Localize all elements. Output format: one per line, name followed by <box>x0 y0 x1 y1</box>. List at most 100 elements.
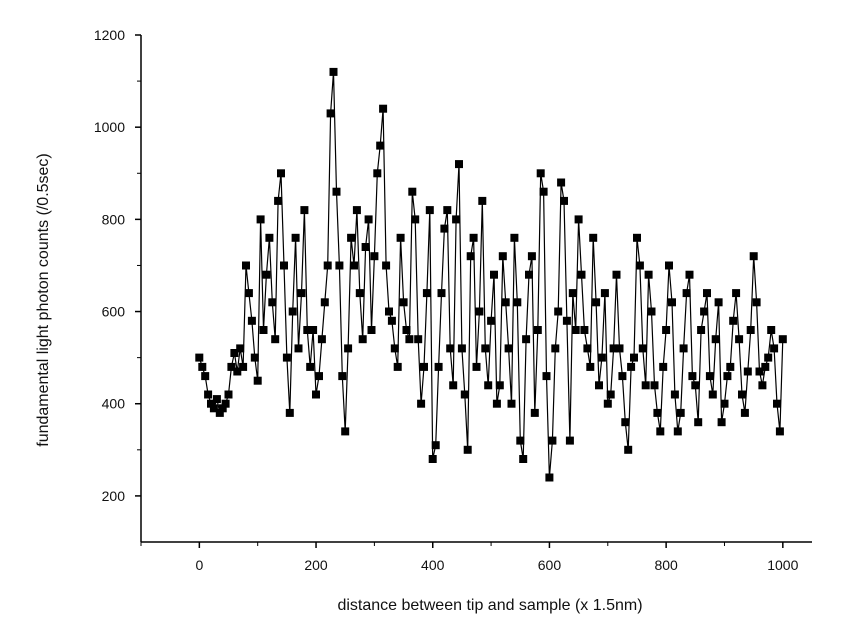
data-point <box>303 326 312 334</box>
data-point <box>195 353 204 362</box>
data-point <box>519 455 528 463</box>
y-tick-label: 400 <box>102 396 126 412</box>
data-point <box>635 261 644 270</box>
data-point <box>735 335 744 344</box>
data-point <box>644 270 653 279</box>
data-point <box>723 372 732 381</box>
data-point <box>767 326 776 334</box>
data-point <box>536 169 545 178</box>
data-point <box>431 441 440 450</box>
data-point <box>250 353 259 362</box>
data-point <box>603 399 612 408</box>
data-point <box>542 372 551 381</box>
data-point <box>387 316 396 325</box>
series-points-layer <box>195 67 787 482</box>
data-point <box>726 362 735 371</box>
data-point <box>449 381 458 390</box>
data-point <box>469 233 478 242</box>
data-point <box>355 289 364 298</box>
data-point <box>484 381 493 390</box>
data-point <box>297 289 306 298</box>
data-point <box>382 261 391 270</box>
data-point <box>332 187 341 196</box>
data-point <box>551 344 560 353</box>
data-point <box>376 141 385 150</box>
data-point <box>738 390 746 399</box>
data-point <box>481 344 490 353</box>
data-point <box>437 289 446 298</box>
data-point <box>265 233 274 242</box>
data-point <box>347 233 356 242</box>
data-point <box>399 298 408 307</box>
data-point <box>746 326 755 334</box>
data-point <box>460 390 469 399</box>
data-point <box>320 298 329 307</box>
data-point <box>422 289 431 298</box>
data-point <box>665 261 673 270</box>
data-point <box>335 261 344 270</box>
data-point <box>455 160 463 169</box>
data-point <box>597 353 606 362</box>
data-point <box>239 362 248 371</box>
data-point <box>350 261 358 270</box>
data-point <box>638 344 647 353</box>
data-point <box>262 270 271 279</box>
data-point <box>507 399 516 408</box>
data-point <box>227 362 236 371</box>
data-point <box>778 335 787 344</box>
data-point <box>207 399 215 408</box>
data-point <box>705 372 714 381</box>
data-point <box>624 445 633 454</box>
data-point <box>224 390 233 399</box>
data-point <box>560 196 568 205</box>
data-point <box>317 335 326 344</box>
data-point <box>277 169 285 178</box>
data-point <box>385 307 393 316</box>
y-tick-label: 600 <box>102 304 126 320</box>
y-tick-label: 1200 <box>94 27 125 43</box>
data-point <box>589 233 598 242</box>
y-tick-label: 1000 <box>94 119 125 135</box>
x-tick-label: 200 <box>304 557 328 573</box>
y-tick-label: 800 <box>102 211 126 227</box>
data-point <box>478 196 487 205</box>
x-tick-label: 1000 <box>767 557 798 573</box>
data-point <box>236 344 245 353</box>
data-point <box>452 215 461 224</box>
data-point <box>580 326 589 334</box>
data-point <box>466 252 475 261</box>
data-point <box>630 353 638 362</box>
data-point <box>659 362 668 371</box>
data-point <box>708 390 717 399</box>
data-point <box>417 399 426 408</box>
x-tick-label: 0 <box>195 557 203 573</box>
data-point <box>717 418 726 427</box>
data-point <box>242 261 250 270</box>
data-point <box>668 298 676 307</box>
data-point <box>700 307 709 316</box>
data-point <box>615 344 624 353</box>
data-point <box>755 367 764 376</box>
data-point <box>662 326 671 334</box>
data-point <box>685 270 694 279</box>
data-point <box>504 344 513 353</box>
data-point <box>729 316 738 325</box>
data-point <box>352 206 361 215</box>
data-point <box>679 344 688 353</box>
data-point <box>233 367 242 376</box>
data-point <box>358 335 367 344</box>
data-point <box>609 344 618 353</box>
data-point <box>282 353 291 362</box>
data-point <box>361 243 370 251</box>
data-point <box>367 326 376 334</box>
data-point <box>411 215 420 224</box>
data-point <box>408 187 417 196</box>
data-point <box>294 344 303 353</box>
data-point <box>285 408 294 417</box>
data-point <box>743 367 752 376</box>
data-point <box>682 289 691 298</box>
data-point <box>221 399 230 408</box>
data-point <box>490 270 498 279</box>
data-point <box>198 362 207 371</box>
data-point <box>510 233 519 242</box>
